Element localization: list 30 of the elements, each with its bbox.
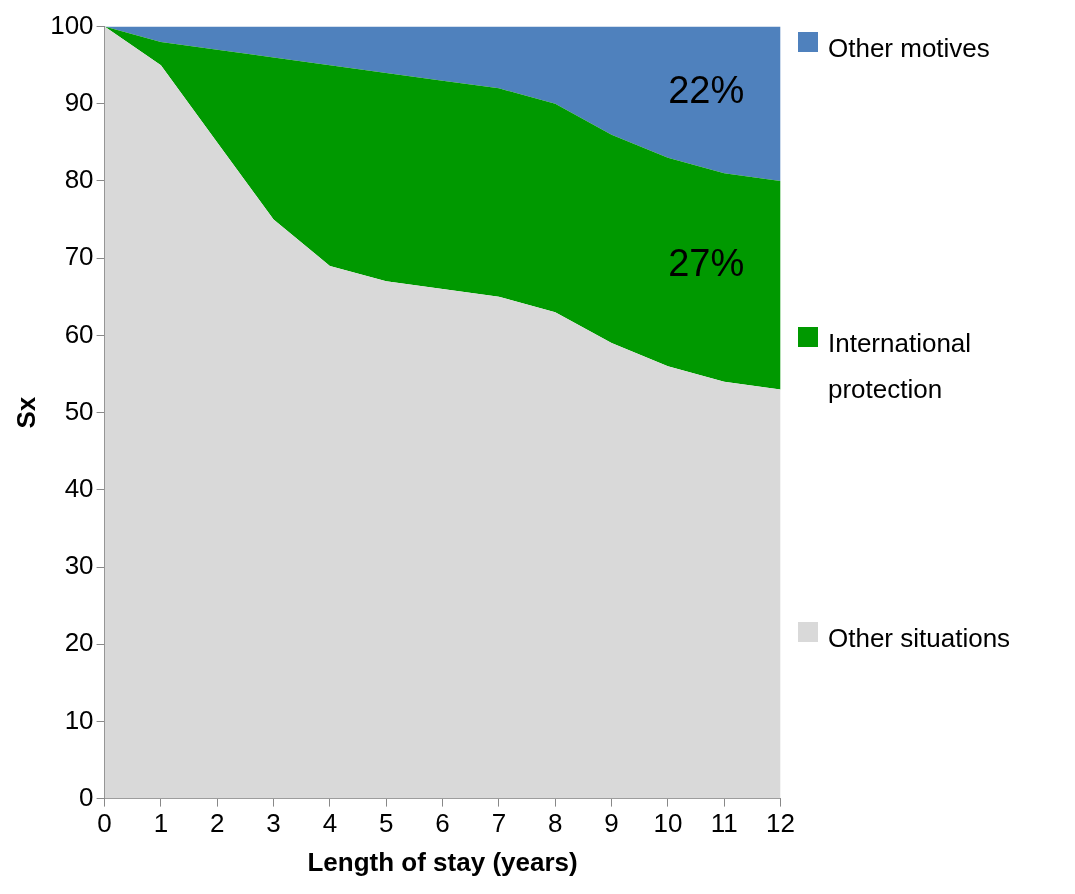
x-tick-label: 4 — [322, 808, 338, 839]
legend-label: Other motives — [828, 32, 990, 65]
x-tick-label: 11 — [710, 808, 738, 839]
y-axis-title: Sx — [10, 396, 41, 429]
y-tick-label: 20 — [64, 627, 94, 658]
legend-label: International protection — [828, 327, 973, 406]
y-tick-label: 30 — [64, 550, 94, 581]
x-tick-label: 3 — [266, 808, 281, 839]
x-tick-label: 1 — [153, 808, 169, 839]
y-tick-label: 70 — [64, 241, 94, 272]
y-tick-label: 50 — [64, 395, 94, 426]
x-tick-label: 8 — [547, 808, 563, 839]
annotation: 22% — [668, 68, 745, 111]
y-tick-label: 40 — [64, 472, 94, 503]
x-axis-title: Length of stay (years) — [307, 846, 578, 877]
y-tick-label: 10 — [64, 704, 94, 735]
x-tick-label: 7 — [491, 808, 507, 839]
annotation: 27% — [668, 242, 745, 285]
x-tick-label: 9 — [604, 808, 619, 839]
x-tick-label: 10 — [653, 808, 683, 839]
x-tick-label: 2 — [210, 808, 225, 839]
x-tick-label: 5 — [379, 808, 394, 839]
y-tick-label: 0 — [79, 781, 94, 812]
y-tick-label: 80 — [64, 164, 94, 195]
legend-label: Other situations — [828, 622, 1011, 655]
x-tick-label: 12 — [766, 808, 795, 839]
y-tick-label: 90 — [64, 86, 94, 117]
x-tick-label: 6 — [435, 808, 450, 839]
y-tick-label: 100 — [50, 9, 94, 40]
y-tick-label: 60 — [64, 318, 94, 349]
